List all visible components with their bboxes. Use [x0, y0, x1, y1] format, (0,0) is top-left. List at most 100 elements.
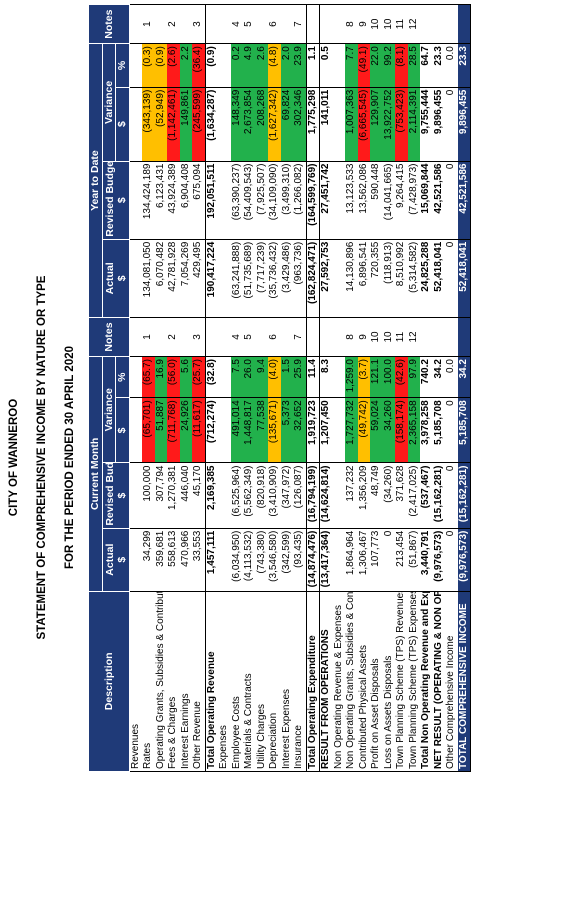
- table-row: Insurance (93,435) (126,087) 32,652 25.9 7 (96…: [293, 4, 306, 772]
- cell-cm-actual: 34,299: [142, 528, 155, 592]
- cell-cm-var: (135,671): [268, 397, 281, 463]
- cell-ytd-budget: 27,451,742: [319, 161, 333, 240]
- cell-cm-actual: 558,613: [167, 528, 180, 592]
- header-ytd-budget: Revised Budget $: [102, 161, 129, 240]
- cell-ytd-budget: (7,925,507): [255, 161, 268, 240]
- cell-cm-var: 5,185,708: [457, 397, 471, 463]
- header-cm-actual: Actual $: [102, 528, 129, 592]
- cell-ytd-budget: 42,521,586: [432, 161, 445, 240]
- report-title-statement: STATEMENT OF COMPREHENSIVE INCOME BY NAT…: [36, 275, 48, 640]
- cell-ytd-budget: 192,051,511: [205, 161, 218, 240]
- cell-cm-budget: (15,162,281): [457, 463, 471, 529]
- empty-cell: [332, 161, 345, 240]
- cell-ytd-actual: 6,070,482: [154, 239, 167, 318]
- cell-cm-pct: (65.7): [142, 356, 155, 398]
- cell-ytd-pct: (0.3): [142, 43, 155, 88]
- cell-ytd-actual: (51,735,689): [243, 239, 256, 318]
- cell-cm-actual: (4,113,532): [243, 528, 256, 592]
- header-ytd-var-pct: %: [115, 43, 129, 88]
- cell-ytd-budget: (14,041,665): [382, 161, 395, 240]
- section-heading: Non Operating Revenue & Expenses: [332, 591, 345, 772]
- empty-cell: [129, 161, 142, 240]
- cell-note2: [457, 4, 471, 44]
- cell-ytd-var: 9,896,455: [432, 87, 445, 162]
- header-cm-variance: Variance: [102, 356, 116, 463]
- cell-ytd-budget: 134,424,189: [142, 161, 155, 240]
- cell-cm-budget: (820,918): [255, 463, 268, 529]
- cell-ytd-actual: (5,314,582): [407, 239, 420, 318]
- cell-note2: [154, 4, 167, 44]
- cell-cm-pct: 11.4: [306, 356, 320, 398]
- table-row: RESULT FROM OPERATIONS (13,417,364) (14,62…: [319, 4, 333, 772]
- cell-ytd-pct: 23.3: [457, 43, 471, 88]
- cell-ytd-budget: 13,123,533: [345, 161, 358, 240]
- cell-cm-actual: (9,976,573): [457, 528, 471, 592]
- table-row: Non Operating Revenue & Expenses: [332, 4, 345, 772]
- cell-note2: 10: [370, 4, 383, 44]
- cell-cm-pct: 26.0: [243, 356, 256, 398]
- cell-ytd-pct: (49.1): [357, 43, 370, 88]
- cell-cm-var: (712,274): [205, 397, 218, 463]
- row-description: Contributed Physical Assets: [357, 591, 370, 772]
- cell-ytd-budget: 13,562,086: [357, 161, 370, 240]
- cell-cm-var: 1,448,817: [243, 397, 256, 463]
- cell-ytd-budget: 15,069,844: [420, 161, 433, 240]
- empty-cell: [218, 397, 231, 463]
- cell-note1: 10: [370, 317, 383, 357]
- cell-ytd-budget: 590,448: [370, 161, 383, 240]
- row-description: Profit on Asset Disposals: [370, 591, 383, 772]
- cell-ytd-pct: (36.4): [192, 43, 205, 88]
- cell-cm-actual: (13,417,364): [319, 528, 333, 592]
- table-row: Non Operating Grants, Subsidies & Contri…: [345, 4, 358, 772]
- table-row: Contributed Physical Assets 1,306,467 1,35…: [357, 4, 370, 772]
- cell-ytd-actual: 52,418,041: [457, 239, 471, 318]
- table-row: Profit on Asset Disposals 107,773 48,749 59…: [370, 4, 383, 772]
- cell-cm-var: 491,014: [230, 397, 243, 463]
- table-row: Interest Earnings 470,966 446,040 24,926 5.6…: [179, 4, 192, 772]
- cell-cm-budget: (537,467): [420, 463, 433, 529]
- empty-cell: [129, 87, 142, 162]
- cell-ytd-pct: (8.1): [395, 43, 408, 88]
- table-row: Total Non Operating Revenue and Expenses…: [420, 4, 433, 772]
- empty-cell: [218, 356, 231, 398]
- cell-cm-actual: 1,457,111: [205, 528, 218, 592]
- income-statement-table: Description Current Month Notes Year to …: [88, 4, 471, 772]
- cell-ytd-pct: 2.6: [255, 43, 268, 88]
- cell-ytd-var: (6,665,545): [357, 87, 370, 162]
- cell-ytd-var: 208,268: [255, 87, 268, 162]
- header-ytd-variance: Variance: [102, 43, 116, 162]
- cell-cm-actual: (743,380): [255, 528, 268, 592]
- empty-cell: [218, 463, 231, 529]
- header-cm-var-dollar: $: [115, 397, 129, 463]
- cell-note1: 9: [357, 317, 370, 357]
- cell-ytd-var: 148,349: [230, 87, 243, 162]
- table-row: Depreciation (3,546,580) (3,410,909) (135,6…: [268, 4, 281, 772]
- cell-ytd-pct: 0.2: [230, 43, 243, 88]
- cell-ytd-pct: 0.0: [445, 43, 458, 88]
- cell-note2: 2: [167, 4, 180, 44]
- cell-cm-pct: (25.7): [192, 356, 205, 398]
- empty-cell: [129, 528, 142, 592]
- cell-cm-pct: 7.5: [230, 356, 243, 398]
- cell-ytd-budget: (3,499,310): [280, 161, 293, 240]
- empty-cell: [332, 356, 345, 398]
- report-title-org: CITY OF WANNEROO: [8, 398, 20, 517]
- report-titles: CITY OF WANNEROO STATEMENT OF COMPREHENS…: [0, 0, 86, 915]
- cell-cm-actual: 1,306,467: [357, 528, 370, 592]
- table-row: Materials & Contracts (4,113,532) (5,562,3…: [243, 4, 256, 772]
- cell-cm-pct: 97.9: [407, 356, 420, 398]
- cell-cm-actual: (51,867): [407, 528, 420, 592]
- cell-note2: 11: [395, 4, 408, 44]
- empty-cell: [129, 463, 142, 529]
- cell-cm-pct: (4.0): [268, 356, 281, 398]
- table-row: Interest Expenses (342,599) (347,972) 5,373…: [280, 4, 293, 772]
- table-row: NET RESULT (OPERATING & NON OPERATING) (9…: [432, 4, 445, 772]
- empty-cell: [218, 161, 231, 240]
- cell-ytd-actual: (963,736): [293, 239, 306, 318]
- header-cm-budget: Revised Budget $: [102, 463, 129, 529]
- cell-note1: 7: [293, 317, 306, 357]
- cell-ytd-pct: 23.3: [432, 43, 445, 88]
- header-description: Description: [88, 591, 129, 772]
- cell-cm-budget: (34,260): [382, 463, 395, 529]
